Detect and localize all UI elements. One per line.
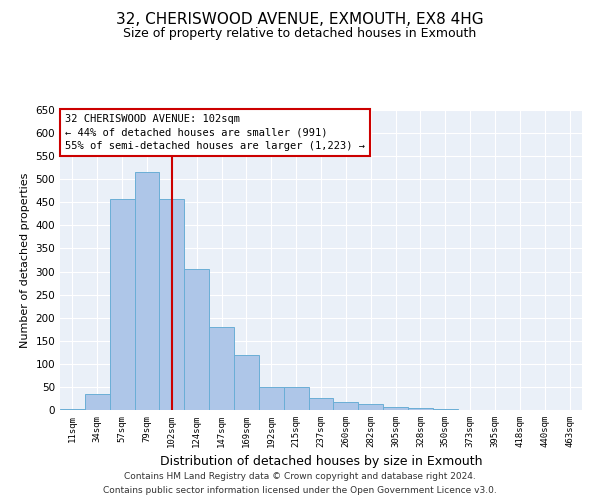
Bar [160, 199, 184, 410]
Bar [433, 408, 458, 410]
Bar [308, 398, 334, 410]
Text: Contains public sector information licensed under the Open Government Licence v3: Contains public sector information licen… [103, 486, 497, 495]
Y-axis label: Number of detached properties: Number of detached properties [20, 172, 30, 348]
Text: 32 CHERISWOOD AVENUE: 102sqm
← 44% of detached houses are smaller (991)
55% of s: 32 CHERISWOOD AVENUE: 102sqm ← 44% of de… [65, 114, 365, 151]
Bar [209, 327, 234, 410]
Bar [358, 404, 383, 410]
Bar [259, 387, 284, 410]
Bar [134, 172, 160, 410]
Bar [110, 199, 134, 410]
Text: Size of property relative to detached houses in Exmouth: Size of property relative to detached ho… [124, 28, 476, 40]
Bar [184, 269, 209, 410]
Text: Contains HM Land Registry data © Crown copyright and database right 2024.: Contains HM Land Registry data © Crown c… [124, 472, 476, 481]
Bar [85, 394, 110, 410]
Text: 32, CHERISWOOD AVENUE, EXMOUTH, EX8 4HG: 32, CHERISWOOD AVENUE, EXMOUTH, EX8 4HG [116, 12, 484, 28]
X-axis label: Distribution of detached houses by size in Exmouth: Distribution of detached houses by size … [160, 456, 482, 468]
Bar [334, 402, 358, 410]
Bar [234, 354, 259, 410]
Bar [284, 387, 308, 410]
Bar [383, 407, 408, 410]
Bar [60, 408, 85, 410]
Bar [408, 408, 433, 410]
